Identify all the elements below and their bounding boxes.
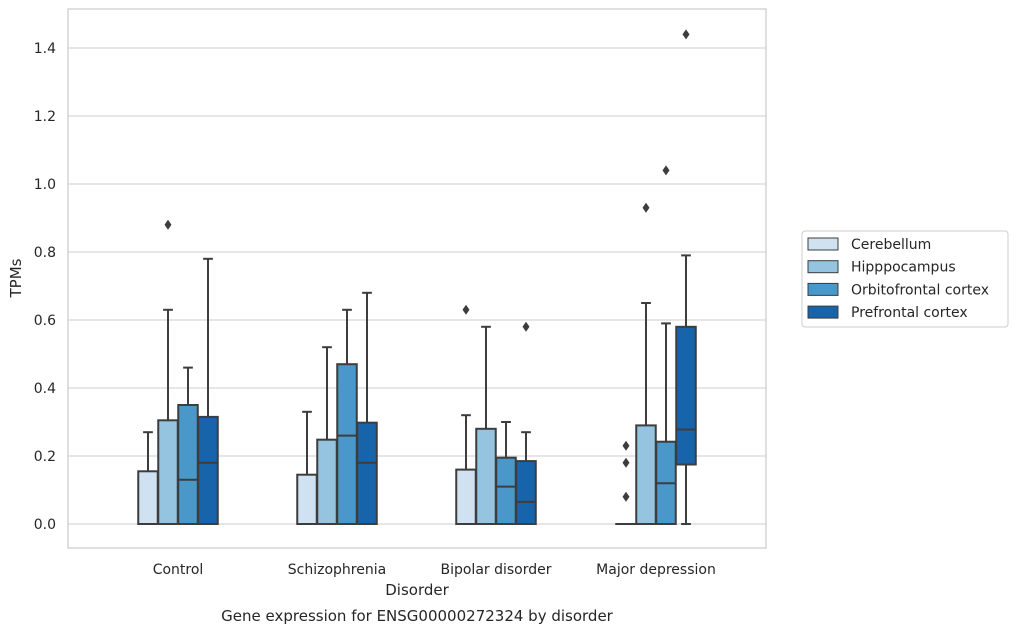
outlier-point bbox=[462, 304, 470, 315]
box-prefrontal-cortex-bipolar-disorder bbox=[515, 321, 537, 526]
legend-swatch bbox=[807, 237, 839, 251]
y-tick-label: 0.0 bbox=[34, 517, 56, 533]
box-prefrontal-cortex-control bbox=[197, 257, 219, 525]
legend-item: Orbitofrontal cortex bbox=[807, 282, 989, 298]
box-iqr bbox=[157, 419, 179, 525]
box-orbitofrontal-cortex-control bbox=[177, 366, 199, 525]
chart-caption: Gene expression for ENSG00000272324 by d… bbox=[221, 607, 614, 625]
box-cerebellum-major-depression bbox=[615, 440, 637, 526]
outlier-point bbox=[164, 219, 172, 230]
legend-label: Hipppocampus bbox=[851, 260, 956, 276]
outlier-point bbox=[622, 440, 630, 451]
legend-label: Prefrontal cortex bbox=[851, 305, 968, 321]
legend-label: Orbitofrontal cortex bbox=[851, 282, 989, 298]
legend-swatch bbox=[807, 282, 839, 296]
y-tick-label: 0.8 bbox=[34, 245, 56, 261]
box-hipppocampus-control bbox=[157, 219, 179, 525]
legend-label: Cerebellum bbox=[851, 237, 931, 253]
x-tick-label: Major depression bbox=[596, 562, 716, 578]
box-iqr bbox=[635, 424, 657, 525]
legend-item: Hipppocampus bbox=[807, 260, 956, 276]
box-iqr bbox=[137, 470, 159, 525]
box-prefrontal-cortex-major-depression bbox=[675, 29, 697, 525]
box-prefrontal-cortex-schizophrenia bbox=[356, 291, 378, 525]
x-tick-label: Schizophrenia bbox=[288, 562, 386, 578]
legend-swatch bbox=[807, 260, 839, 274]
box-series bbox=[137, 29, 697, 526]
box-iqr bbox=[177, 404, 199, 525]
y-tick-label: 0.4 bbox=[34, 381, 56, 397]
outlier-point bbox=[642, 202, 650, 213]
box-iqr bbox=[356, 421, 378, 525]
x-tick-label: Bipolar disorder bbox=[440, 562, 551, 578]
box-hipppocampus-bipolar-disorder bbox=[475, 325, 497, 525]
box-iqr bbox=[675, 325, 697, 466]
x-axis-ticks: Control Schizophrenia Bipolar disorder Majo… bbox=[153, 562, 716, 578]
box-orbitofrontal-cortex-schizophrenia bbox=[336, 308, 358, 526]
y-tick-label: 1.4 bbox=[34, 41, 56, 57]
box-hipppocampus-schizophrenia bbox=[316, 346, 338, 525]
y-axis-title: TPMs bbox=[7, 258, 25, 298]
outlier-point bbox=[662, 165, 670, 176]
box-iqr bbox=[197, 415, 219, 525]
box-cerebellum-bipolar-disorder bbox=[455, 304, 477, 526]
legend: Cerebellum Hipppocampus Orbitofrontal cort… bbox=[801, 230, 1009, 328]
outlier-point bbox=[622, 457, 630, 468]
y-tick-label: 0.2 bbox=[34, 449, 56, 465]
legend-item: Prefrontal cortex bbox=[807, 305, 968, 321]
box-iqr bbox=[296, 473, 318, 526]
box-cerebellum-schizophrenia bbox=[296, 410, 318, 526]
box-hipppocampus-major-depression bbox=[635, 202, 657, 525]
y-tick-label: 0.6 bbox=[34, 313, 56, 329]
outlier-point bbox=[682, 29, 690, 40]
plot-frame bbox=[67, 8, 767, 549]
x-tick-label: Control bbox=[153, 562, 204, 578]
box-iqr bbox=[515, 460, 537, 526]
box-orbitofrontal-cortex-major-depression bbox=[655, 165, 677, 525]
legend-frame bbox=[801, 230, 1009, 328]
box-iqr bbox=[455, 468, 477, 526]
outlier-point bbox=[622, 491, 630, 502]
outlier-point bbox=[522, 321, 530, 332]
y-axis-ticks: 0.0 0.2 0.4 0.6 0.8 1.0 1.2 1.4 bbox=[34, 41, 56, 533]
box-orbitofrontal-cortex-bipolar-disorder bbox=[495, 421, 517, 526]
box-iqr bbox=[336, 363, 358, 526]
box-iqr bbox=[495, 456, 517, 526]
x-axis-title: Disorder bbox=[385, 581, 449, 599]
legend-item: Cerebellum bbox=[807, 237, 931, 253]
box-cerebellum-control bbox=[137, 431, 159, 525]
legend-swatch bbox=[807, 305, 839, 319]
box-iqr bbox=[475, 427, 497, 525]
y-tick-label: 1.2 bbox=[34, 109, 56, 125]
box-iqr bbox=[316, 438, 338, 525]
y-tick-label: 1.0 bbox=[34, 177, 56, 193]
